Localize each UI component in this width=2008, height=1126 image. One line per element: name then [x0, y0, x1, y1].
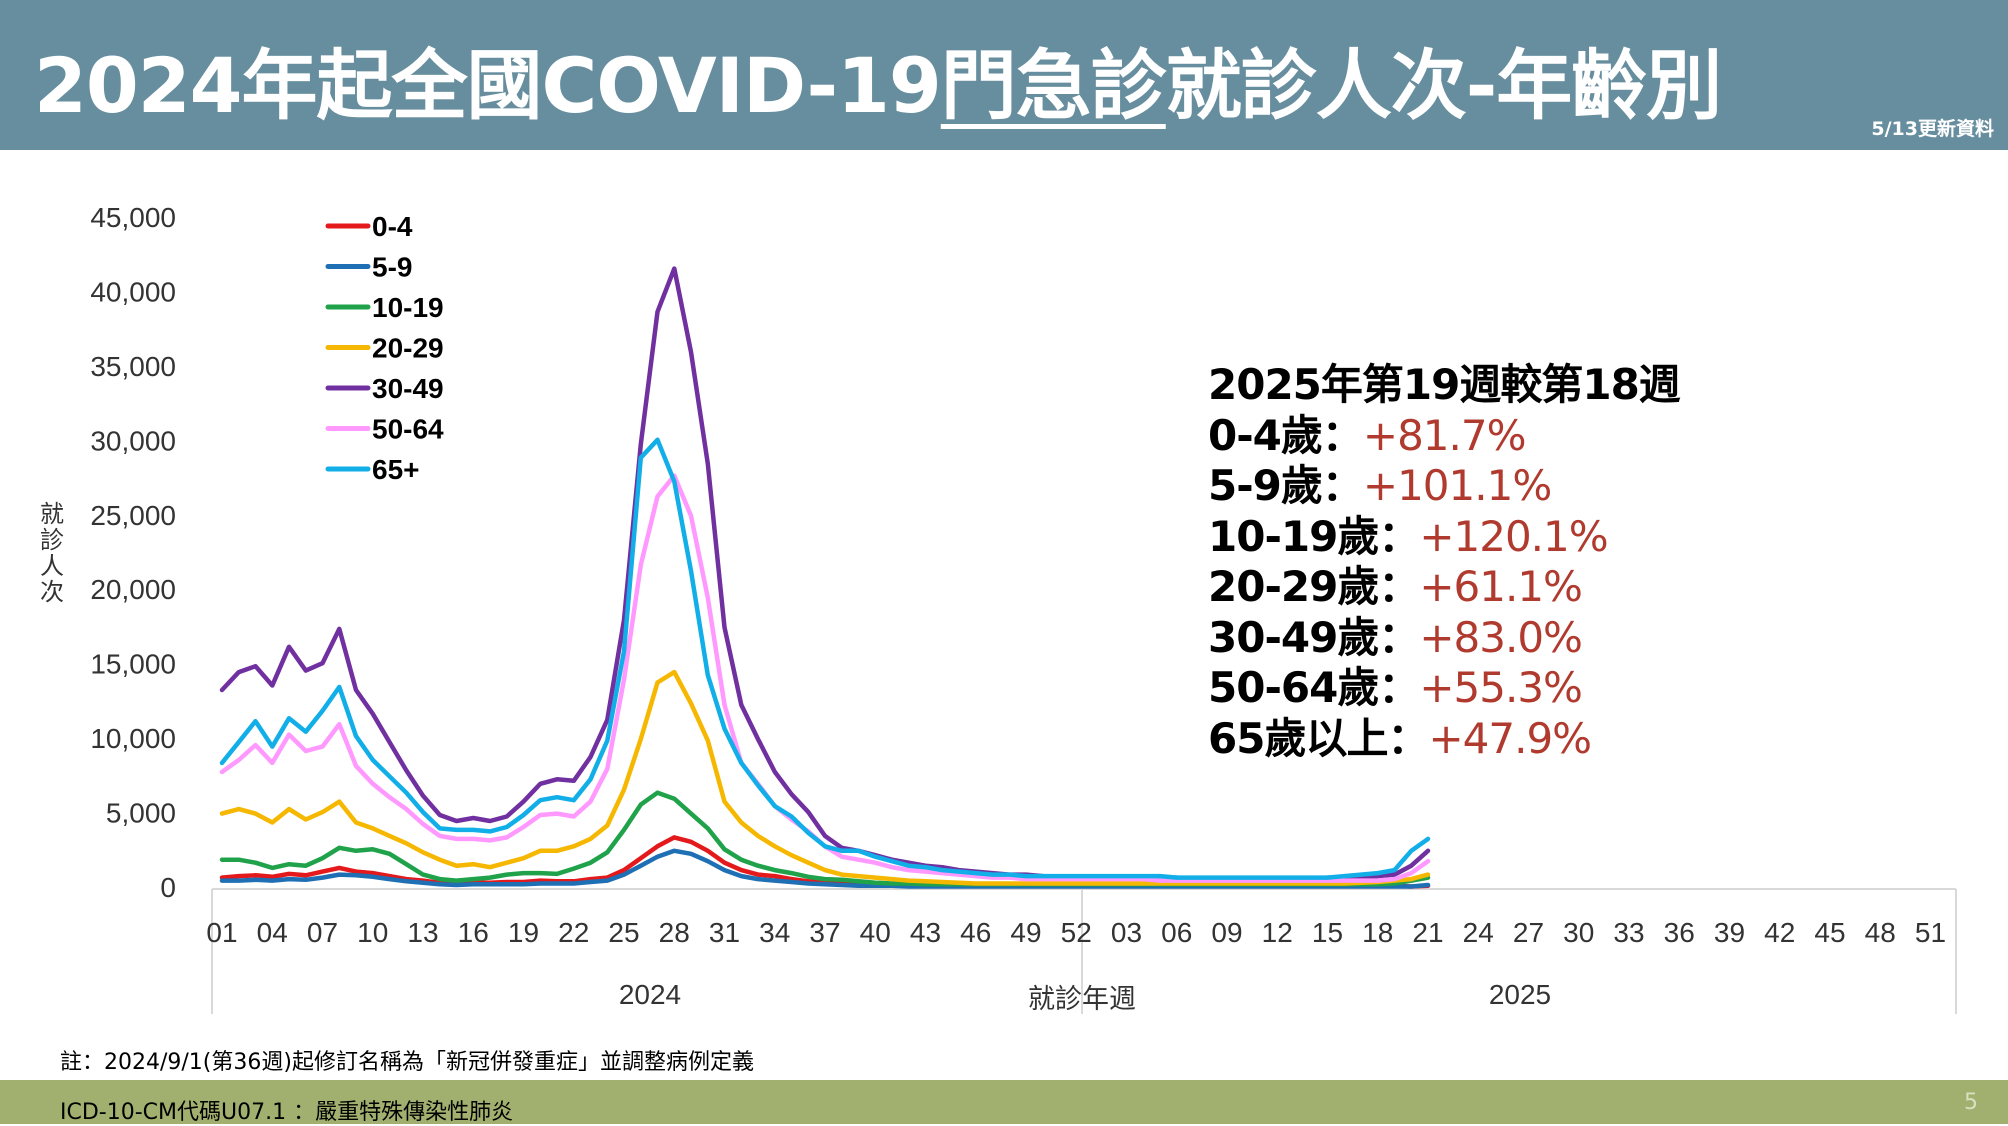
stats-value: +120.1% [1419, 511, 1608, 561]
y-tick-label: 20,000 [90, 574, 176, 605]
stats-label: 5-9歲： [1208, 461, 1364, 510]
x-tick-label: 45 [1814, 917, 1845, 948]
x-tick-label: 48 [1865, 917, 1896, 948]
stats-panel: 2025年第19週較第18週 0-4歲：+81.7% 5-9歲：+101.1% … [1208, 360, 1681, 765]
legend-label: 0-4 [372, 211, 413, 242]
footer-bar [0, 1080, 2008, 1124]
y-tick-label: 30,000 [90, 425, 176, 456]
x-tick-label: 24 [1463, 917, 1494, 948]
stats-row: 50-64歲：+55.3% [1208, 663, 1680, 714]
x-tick-label: 46 [960, 917, 991, 948]
series-line-20-29 [219, 669, 1431, 886]
legend-label: 30-49 [372, 373, 444, 404]
x-axis-title: 就診年週 [1028, 984, 1136, 1015]
stats-row: 0-4歲：+81.7% [1208, 411, 1680, 462]
y-tick-label: 35,000 [90, 351, 176, 382]
stats-label: 10-19歲： [1208, 511, 1420, 561]
x-tick-label: 43 [910, 917, 941, 948]
legend-label: 5-9 [372, 252, 412, 283]
x-group-label: 2025 [1489, 979, 1551, 1010]
x-tick-label: 34 [759, 917, 790, 948]
x-tick-label: 42 [1764, 917, 1795, 948]
x-tick-label: 49 [1010, 917, 1041, 948]
x-tick-label: 01 [206, 917, 237, 948]
y-tick-label: 10,000 [90, 723, 176, 754]
x-tick-label: 15 [1312, 917, 1343, 948]
y-tick-label: 15,000 [90, 649, 176, 680]
x-tick-label: 18 [1362, 917, 1393, 948]
stats-label: 0-4歲： [1208, 410, 1364, 460]
stats-label: 65歲以上： [1208, 713, 1429, 763]
x-tick-label: 27 [1513, 917, 1544, 948]
x-tick-label: 33 [1613, 917, 1644, 948]
line-chart: 0 5,000 10,000 15,000 20,000 25,000 30,000 35,0… [40, 202, 1957, 1015]
x-tick-label: 30 [1563, 917, 1594, 948]
stats-row: 30-49歲：+83.0% [1208, 613, 1680, 664]
y-tick-label: 45,000 [90, 202, 176, 233]
footnote: 註：2024/9/1(第36週)起修訂名稱為「新冠併發重症」並調整病例定義 [60, 1050, 754, 1075]
x-tick-label: 51 [1915, 917, 1946, 948]
x-tick-label: 19 [508, 917, 539, 948]
header-bar [0, 0, 2008, 150]
title-underlined: 門急診 [940, 41, 1167, 130]
stats-label: 30-49歲： [1208, 612, 1420, 662]
x-tick-label: 10 [357, 917, 388, 948]
stats-value: +55.3% [1419, 663, 1583, 712]
stats-value: +47.9% [1428, 713, 1592, 763]
x-tick-label: 52 [1061, 917, 1092, 948]
legend-label: 65+ [372, 454, 420, 485]
x-group-label: 2024 [619, 979, 681, 1010]
stats-value: +83.0% [1419, 612, 1583, 662]
stats-label: 50-64歲： [1208, 663, 1420, 712]
stats-heading: 2025年第19週較第18週 [1208, 360, 1681, 409]
update-note: 5/13更新資料 [1871, 118, 1994, 140]
page-number: 5 [1964, 1090, 1978, 1115]
x-tick-label: 22 [558, 917, 589, 948]
stats-row: 20-29歲：+61.1% [1208, 562, 1680, 613]
y-axis-label: 診 [40, 526, 64, 554]
stats-value: +61.1% [1419, 562, 1583, 611]
x-tick-label: 04 [257, 917, 288, 948]
x-tick-label: 16 [458, 917, 489, 948]
y-axis-label: 次 [40, 578, 64, 606]
x-tick-label: 37 [809, 917, 840, 948]
x-tick-label: 12 [1262, 917, 1293, 948]
x-tick-label: 21 [1412, 917, 1443, 948]
y-axis-label: 就 [40, 500, 64, 528]
y-tick-label: 5,000 [106, 798, 176, 829]
stats-row: 65歲以上：+47.9% [1208, 714, 1680, 765]
page-title: 2024年起全國COVID-19門急診就診人次-年齡別 [34, 24, 1723, 134]
footer-text: ICD-10-CM代碼U07.1 ：嚴重特殊傳染性肺炎 [60, 1100, 514, 1125]
legend-label: 50-64 [372, 414, 444, 445]
title-suffix: 就診人次-年齡別 [1165, 41, 1723, 130]
series-line-65+ [219, 437, 1431, 880]
legend-label: 10-19 [372, 292, 444, 323]
x-tick-label: 28 [659, 917, 690, 948]
y-axis-label: 人 [40, 552, 64, 580]
x-tick-label: 03 [1111, 917, 1142, 948]
x-tick-label: 07 [307, 917, 338, 948]
legend-label: 20-29 [372, 333, 444, 364]
x-tick-label: 36 [1664, 917, 1695, 948]
stats-row: 10-19歲：+120.1% [1208, 512, 1680, 563]
x-tick-label: 39 [1714, 917, 1745, 948]
stats-value: +101.1% [1362, 461, 1552, 510]
x-tick-label: 13 [407, 917, 438, 948]
stats-value: +81.7% [1362, 410, 1527, 460]
title-prefix: 2024年起全國COVID-19 [34, 41, 942, 130]
stats-label: 20-29歲： [1208, 562, 1420, 611]
y-tick-label: 0 [160, 872, 176, 903]
y-tick-label: 25,000 [90, 500, 176, 531]
y-tick-label: 40,000 [90, 276, 176, 307]
x-tick-label: 40 [860, 917, 891, 948]
x-tick-label: 06 [1161, 917, 1192, 948]
x-tick-label: 31 [709, 917, 740, 948]
x-tick-label: 09 [1211, 917, 1242, 948]
stats-row: 5-9歲：+101.1% [1208, 461, 1680, 512]
x-tick-label: 25 [608, 917, 639, 948]
